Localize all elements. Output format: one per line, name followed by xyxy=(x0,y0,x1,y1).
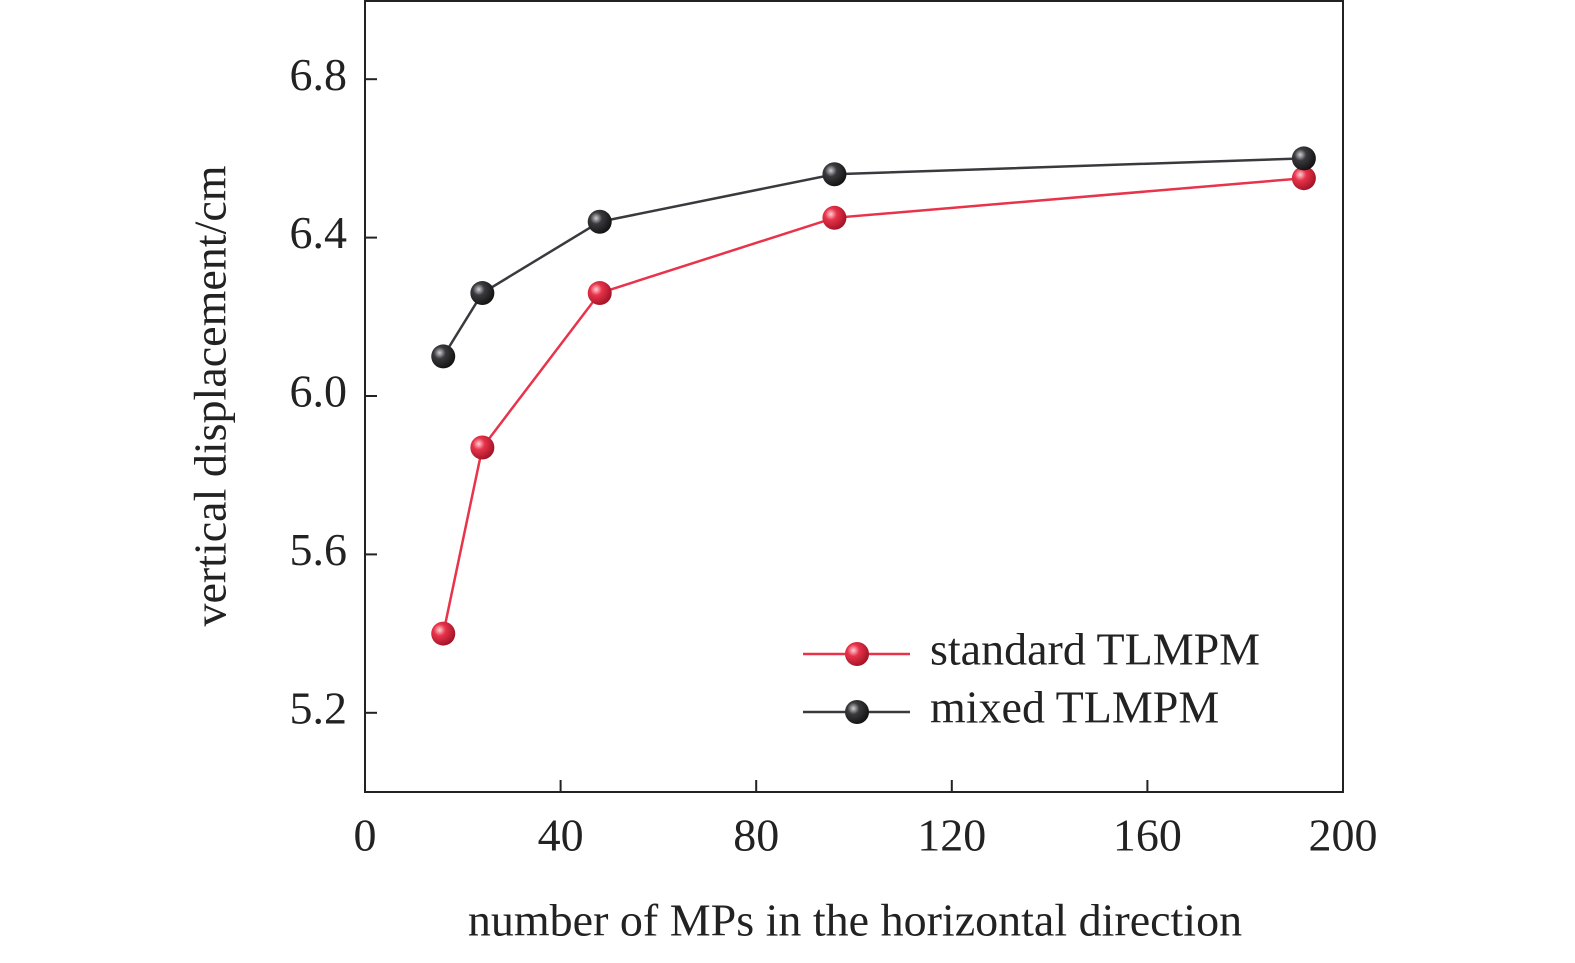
legend-label: mixed TLMPM xyxy=(930,682,1219,733)
x-tick-label: 80 xyxy=(733,810,779,861)
data-point xyxy=(470,435,495,460)
legend-label: standard TLMPM xyxy=(930,624,1260,675)
x-axis-label: number of MPs in the horizontal directio… xyxy=(468,895,1242,946)
data-point xyxy=(431,621,456,646)
data-point xyxy=(587,281,612,306)
y-tick-label: 6.8 xyxy=(290,49,348,100)
y-axis-label: vertical displacement/cm xyxy=(185,165,236,626)
legend-marker xyxy=(845,642,869,666)
legend-marker xyxy=(845,700,869,724)
x-tick-label: 0 xyxy=(354,810,377,861)
data-point xyxy=(1291,166,1316,191)
series-line xyxy=(442,176,1304,634)
data-point xyxy=(822,205,847,230)
data-point xyxy=(470,281,495,306)
x-tick-label: 40 xyxy=(538,810,584,861)
data-point xyxy=(587,209,612,234)
x-tick-label: 120 xyxy=(917,810,986,861)
y-tick-label: 5.6 xyxy=(290,524,348,575)
y-tick-label: 6.0 xyxy=(290,366,348,417)
x-tick-label: 200 xyxy=(1309,810,1378,861)
y-tick-label: 6.4 xyxy=(290,207,348,258)
data-point xyxy=(1291,146,1316,171)
data-point xyxy=(822,162,847,187)
data-point xyxy=(431,344,456,369)
x-tick-label: 160 xyxy=(1113,810,1182,861)
y-tick-label: 5.2 xyxy=(290,682,348,733)
